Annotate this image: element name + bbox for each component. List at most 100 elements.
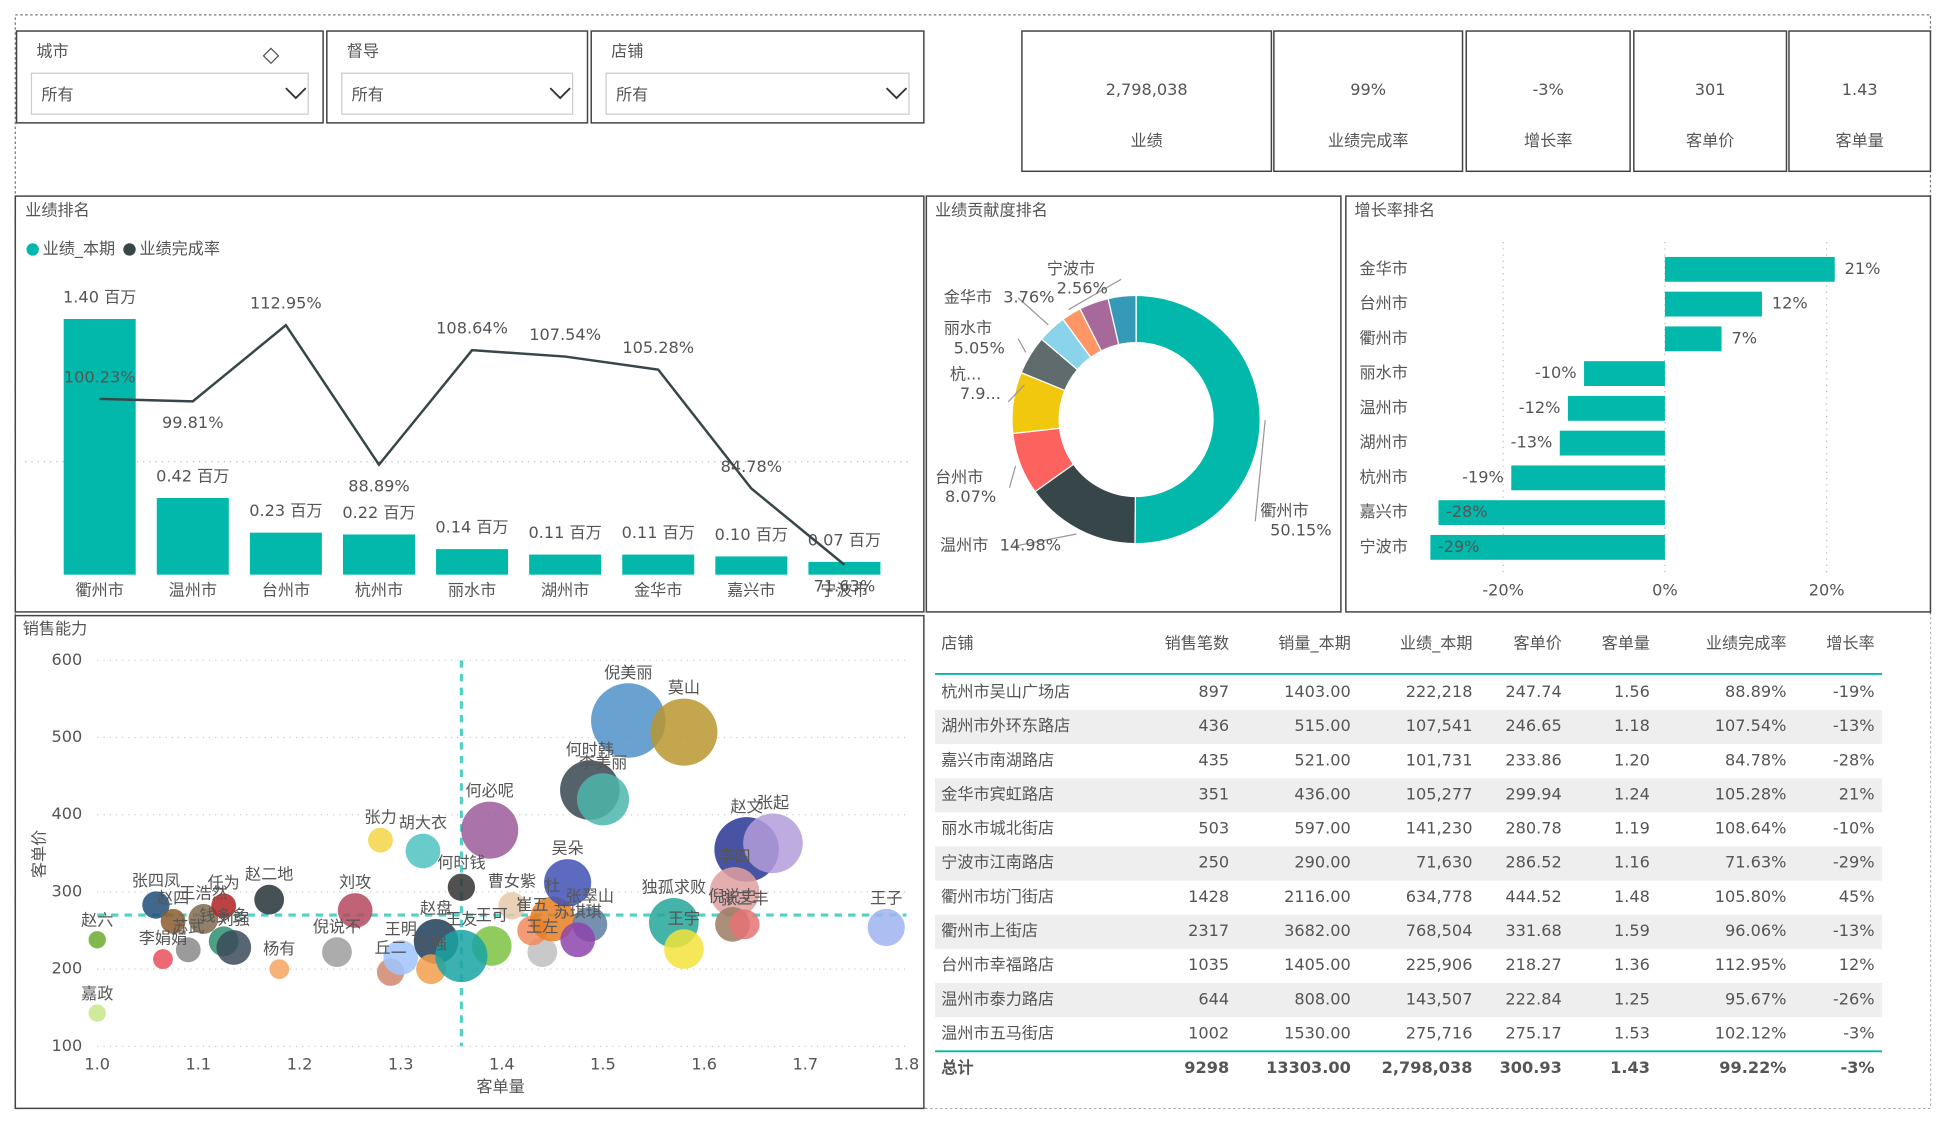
table-cell: 105.28%	[1715, 784, 1787, 803]
slice-value-label: 2.56%	[1057, 279, 1108, 298]
chart-title: 业绩贡献度排名	[935, 201, 1048, 220]
table-cell: 247.74	[1505, 682, 1561, 701]
bar-value-label: -28%	[1446, 502, 1488, 521]
line-value-label: 99.81%	[162, 413, 223, 432]
bar	[1430, 534, 1665, 560]
bubble[interactable]	[254, 884, 285, 915]
filter-dropdown[interactable]	[605, 72, 910, 115]
y-tick-label: 500	[52, 727, 83, 746]
bar	[1567, 395, 1665, 421]
filter-dropdown[interactable]	[341, 72, 574, 115]
bubble[interactable]	[175, 937, 201, 963]
line	[99, 323, 846, 566]
legend-marker	[26, 243, 39, 256]
table-cell: 233.86	[1505, 750, 1561, 769]
x-tick-label: 台州市	[262, 580, 310, 599]
filter-dropdown[interactable]	[30, 72, 309, 115]
kpi-label: 业绩完成率	[1328, 131, 1409, 150]
bar	[1559, 430, 1665, 456]
bubble[interactable]	[867, 908, 905, 947]
bubble-label: 倪说不	[313, 917, 361, 936]
bubble[interactable]	[153, 949, 173, 970]
bubble[interactable]	[576, 773, 630, 826]
leader-line	[1254, 420, 1266, 522]
table-cell: -3%	[1843, 1023, 1874, 1042]
bubble-label: 张三丰	[720, 889, 768, 908]
bubble[interactable]	[498, 892, 526, 920]
kpi-label: 客单价	[1686, 131, 1734, 150]
bubble[interactable]	[337, 893, 373, 928]
table-cell: 88.89%	[1725, 682, 1787, 701]
slice-value-label: 3.76%	[1003, 287, 1054, 306]
bar-value-label: -19%	[1462, 467, 1504, 486]
legend-label: 业绩完成率	[139, 239, 220, 258]
y-tick-label: 温州市	[1360, 398, 1408, 417]
bubble[interactable]	[269, 959, 290, 980]
bubble[interactable]	[461, 801, 519, 859]
row-band	[935, 846, 1883, 881]
bubble-label: 苏琪琪	[554, 902, 602, 921]
bar-value-label: 0.11 百万	[529, 523, 602, 542]
bubble-label: 任为	[208, 873, 240, 892]
table-cell: 1.53	[1614, 1023, 1650, 1042]
bubble-label: 王明	[385, 920, 417, 939]
bubble[interactable]	[368, 827, 393, 853]
x-tick-label: 1.3	[388, 1054, 414, 1073]
bubble[interactable]	[383, 940, 419, 975]
x-tick-label: 1.6	[691, 1054, 717, 1073]
bubble[interactable]	[544, 859, 592, 907]
legend-label: 业绩_本期	[43, 239, 116, 259]
bubble[interactable]	[743, 813, 803, 874]
bubble[interactable]	[405, 833, 441, 869]
bubble[interactable]	[322, 937, 352, 968]
column-header: 客单价	[1513, 634, 1561, 653]
column-header: 销量_本期	[1278, 634, 1351, 654]
line-value-label: 84.78%	[721, 457, 783, 476]
bar	[63, 318, 136, 575]
bubble[interactable]	[211, 893, 237, 919]
bubble[interactable]	[591, 683, 666, 758]
bar-value-label: 0.10 百万	[715, 525, 788, 544]
bubble-label: 刘攻	[339, 873, 371, 892]
bar-value-label: 21%	[1845, 259, 1881, 278]
bubble[interactable]	[216, 930, 252, 965]
bar	[529, 554, 602, 575]
table-cell: 1428	[1188, 887, 1229, 906]
table-cell: 衢州市坊门街店	[941, 887, 1054, 906]
bubble-label: 张翠山	[566, 887, 614, 906]
bubble[interactable]	[88, 1004, 106, 1022]
bubble[interactable]	[435, 929, 488, 983]
row-band	[935, 914, 1883, 949]
bubble[interactable]	[188, 904, 219, 934]
table-cell: 1035	[1188, 955, 1229, 974]
legend-marker	[123, 243, 136, 256]
bubble[interactable]	[142, 891, 170, 919]
y-axis-title: 客单价	[30, 830, 49, 878]
slice-label: 台州市	[935, 467, 983, 486]
table-cell: 温州市五马街店	[941, 1023, 1054, 1042]
bar-value-label: 0.23 百万	[249, 501, 322, 520]
bubble[interactable]	[729, 909, 760, 940]
y-tick-label: 金华市	[1360, 259, 1408, 278]
table-cell: 436	[1198, 716, 1229, 735]
table-cell: 1.36	[1614, 955, 1650, 974]
bar	[156, 497, 229, 575]
bar-value-label: 0.22 百万	[342, 503, 415, 522]
table-cell: -13%	[1833, 921, 1875, 940]
bubble[interactable]	[560, 922, 596, 958]
x-tick-label: 湖州市	[541, 580, 589, 599]
column-header: 增长率	[1826, 634, 1874, 653]
bar	[715, 556, 788, 575]
bubble[interactable]	[664, 929, 704, 969]
bubble[interactable]	[160, 908, 186, 934]
bubble[interactable]	[88, 931, 106, 949]
line-value-label: 112.95%	[250, 294, 322, 313]
bubble[interactable]	[709, 867, 760, 917]
kpi-label: 客单量	[1836, 131, 1884, 150]
table-cell: -29%	[1833, 853, 1875, 872]
bar-value-label: 0.11 百万	[622, 523, 695, 542]
bubble[interactable]	[650, 698, 718, 766]
x-tick-label: 宁波市	[820, 580, 868, 599]
bubble[interactable]	[447, 873, 476, 901]
